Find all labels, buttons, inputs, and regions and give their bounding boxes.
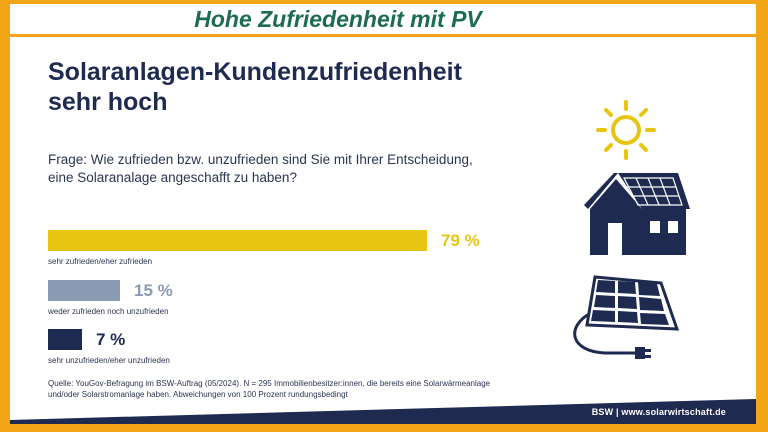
category-label-neutral: weder zufrieden noch unzufrieden: [48, 307, 169, 316]
category-label-dissatisfied: sehr unzufrieden/eher unzufrieden: [48, 356, 170, 365]
value-label-dissatisfied: 7 %: [96, 330, 126, 349]
headline: Solaranlagen-Kundenzufriedenheit sehr ho…: [48, 57, 462, 117]
value-label-neutral: 15 %: [134, 281, 173, 300]
category-label-satisfied: sehr zufrieden/eher zufrieden: [48, 257, 153, 266]
source-line-2: und/oder Solarstromanlage haben. Abweich…: [48, 390, 348, 399]
headline-line-1: Solaranlagen-Kundenzufriedenheit: [48, 58, 462, 86]
question-line-1: Frage: Wie zufrieden bzw. unzufrieden si…: [48, 152, 473, 167]
question-line-2: eine Solaranalage angeschafft zu haben?: [48, 170, 297, 185]
source-note: Quelle: YouGov-Befragung im BSW-Auftrag …: [48, 378, 490, 400]
bar-neutral: [48, 280, 120, 301]
infographic-slide: Solaranlagen-Kundenzufriedenheit sehr ho…: [10, 37, 756, 424]
sun-icon: [596, 100, 656, 160]
value-label-satisfied: 79 %: [441, 231, 480, 250]
solar-panel-plug-icon: [573, 275, 680, 359]
bar-chart: 79 % sehr zufrieden/eher zufrieden 15 % …: [10, 37, 756, 424]
headline-line-2: sehr hoch: [48, 88, 168, 116]
survey-question: Frage: Wie zufrieden bzw. unzufrieden si…: [48, 151, 473, 187]
footer-text: BSW | www.solarwirtschaft.de: [591, 407, 726, 417]
bar-satisfied: [48, 230, 427, 251]
bar-dissatisfied: [48, 329, 82, 350]
source-line-1: Quelle: YouGov-Befragung im BSW-Auftrag …: [48, 379, 491, 388]
banner-title: Hohe Zufriedenheit mit PV: [194, 6, 482, 32]
banner: Hohe Zufriedenheit mit PV: [10, 4, 756, 34]
footer-band: [10, 399, 756, 424]
house-with-solar-roof-icon: [584, 173, 690, 255]
